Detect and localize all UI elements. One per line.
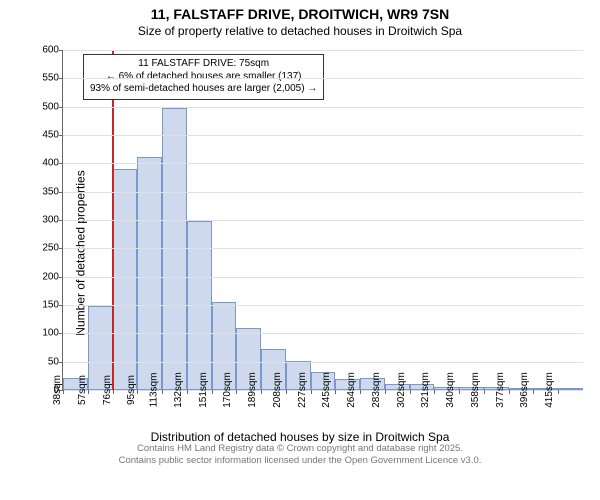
xtick-label: 189sqm (243, 372, 258, 408)
ytick-label: 350 (42, 186, 63, 197)
xtick-mark (187, 390, 188, 394)
histogram-bar (113, 169, 138, 390)
ytick-label: 50 (48, 356, 63, 367)
xtick-mark (137, 390, 138, 394)
xtick-mark (360, 390, 361, 394)
xtick-label: 76sqm (98, 375, 113, 405)
ytick-label: 250 (42, 243, 63, 254)
xtick-mark (558, 390, 559, 394)
xtick-label: 264sqm (342, 372, 357, 408)
gridline (63, 305, 583, 306)
gridline (63, 192, 583, 193)
info-line-3: 93% of semi-detached houses are larger (… (90, 83, 317, 96)
ytick-label: 600 (42, 45, 63, 56)
xtick-mark (484, 390, 485, 394)
gridline (63, 333, 583, 334)
xtick-label: 95sqm (122, 375, 137, 405)
xtick-mark (236, 390, 237, 394)
chart-area: Number of detached properties 11 FALSTAF… (0, 38, 600, 468)
xtick-label: 302sqm (392, 372, 407, 408)
xtick-label: 57sqm (73, 375, 88, 405)
info-box: 11 FALSTAFF DRIVE: 75sqm ← 6% of detache… (83, 54, 324, 100)
xtick-mark (410, 390, 411, 394)
info-line-1: 11 FALSTAFF DRIVE: 75sqm (90, 58, 317, 71)
xtick-label: 358sqm (466, 372, 481, 408)
gridline (63, 248, 583, 249)
ytick-label: 550 (42, 73, 63, 84)
xtick-label: 377sqm (491, 372, 506, 408)
xtick-label: 38sqm (48, 375, 63, 405)
gridline (63, 78, 583, 79)
ytick-label: 100 (42, 328, 63, 339)
xtick-label: 170sqm (219, 372, 234, 408)
gridline (63, 362, 583, 363)
xtick-label: 151sqm (194, 372, 209, 408)
x-axis-label: Distribution of detached houses by size … (0, 430, 600, 444)
ytick-label: 500 (42, 101, 63, 112)
xtick-mark (261, 390, 262, 394)
xtick-label: 396sqm (516, 372, 531, 408)
xtick-mark (335, 390, 336, 394)
xtick-mark (385, 390, 386, 394)
xtick-label: 321sqm (417, 372, 432, 408)
footer: Contains HM Land Registry data © Crown c… (0, 443, 600, 466)
gridline (63, 50, 583, 51)
xtick-mark (286, 390, 287, 394)
ytick-label: 150 (42, 300, 63, 311)
xtick-label: 208sqm (268, 372, 283, 408)
ytick-label: 200 (42, 271, 63, 282)
xtick-mark (434, 390, 435, 394)
xtick-label: 283sqm (367, 372, 382, 408)
xtick-mark (509, 390, 510, 394)
gridline (63, 135, 583, 136)
ytick-label: 300 (42, 215, 63, 226)
xtick-mark (63, 390, 64, 394)
gridline (63, 163, 583, 164)
xtick-label: 113sqm (145, 373, 160, 408)
chart-subtitle: Size of property relative to detached ho… (0, 24, 600, 38)
gridline (63, 220, 583, 221)
info-line-2: ← 6% of detached houses are smaller (137… (90, 71, 317, 84)
xtick-label: 415sqm (540, 372, 555, 408)
xtick-label: 227sqm (293, 372, 308, 408)
xtick-label: 340sqm (441, 372, 456, 408)
xtick-mark (533, 390, 534, 394)
xtick-mark (162, 390, 163, 394)
gridline (63, 107, 583, 108)
chart-title: 11, FALSTAFF DRIVE, DROITWICH, WR9 7SN (0, 6, 600, 22)
xtick-mark (311, 390, 312, 394)
xtick-label: 132sqm (169, 372, 184, 408)
footer-line-2: Contains public sector information licen… (0, 455, 600, 466)
gridline (63, 277, 583, 278)
xtick-mark (459, 390, 460, 394)
xtick-mark (212, 390, 213, 394)
ytick-label: 450 (42, 130, 63, 141)
footer-line-1: Contains HM Land Registry data © Crown c… (0, 443, 600, 454)
xtick-label: 245sqm (318, 372, 333, 408)
plot-region: 11 FALSTAFF DRIVE: 75sqm ← 6% of detache… (62, 50, 583, 391)
ytick-label: 400 (42, 158, 63, 169)
title-block: 11, FALSTAFF DRIVE, DROITWICH, WR9 7SN S… (0, 0, 600, 38)
